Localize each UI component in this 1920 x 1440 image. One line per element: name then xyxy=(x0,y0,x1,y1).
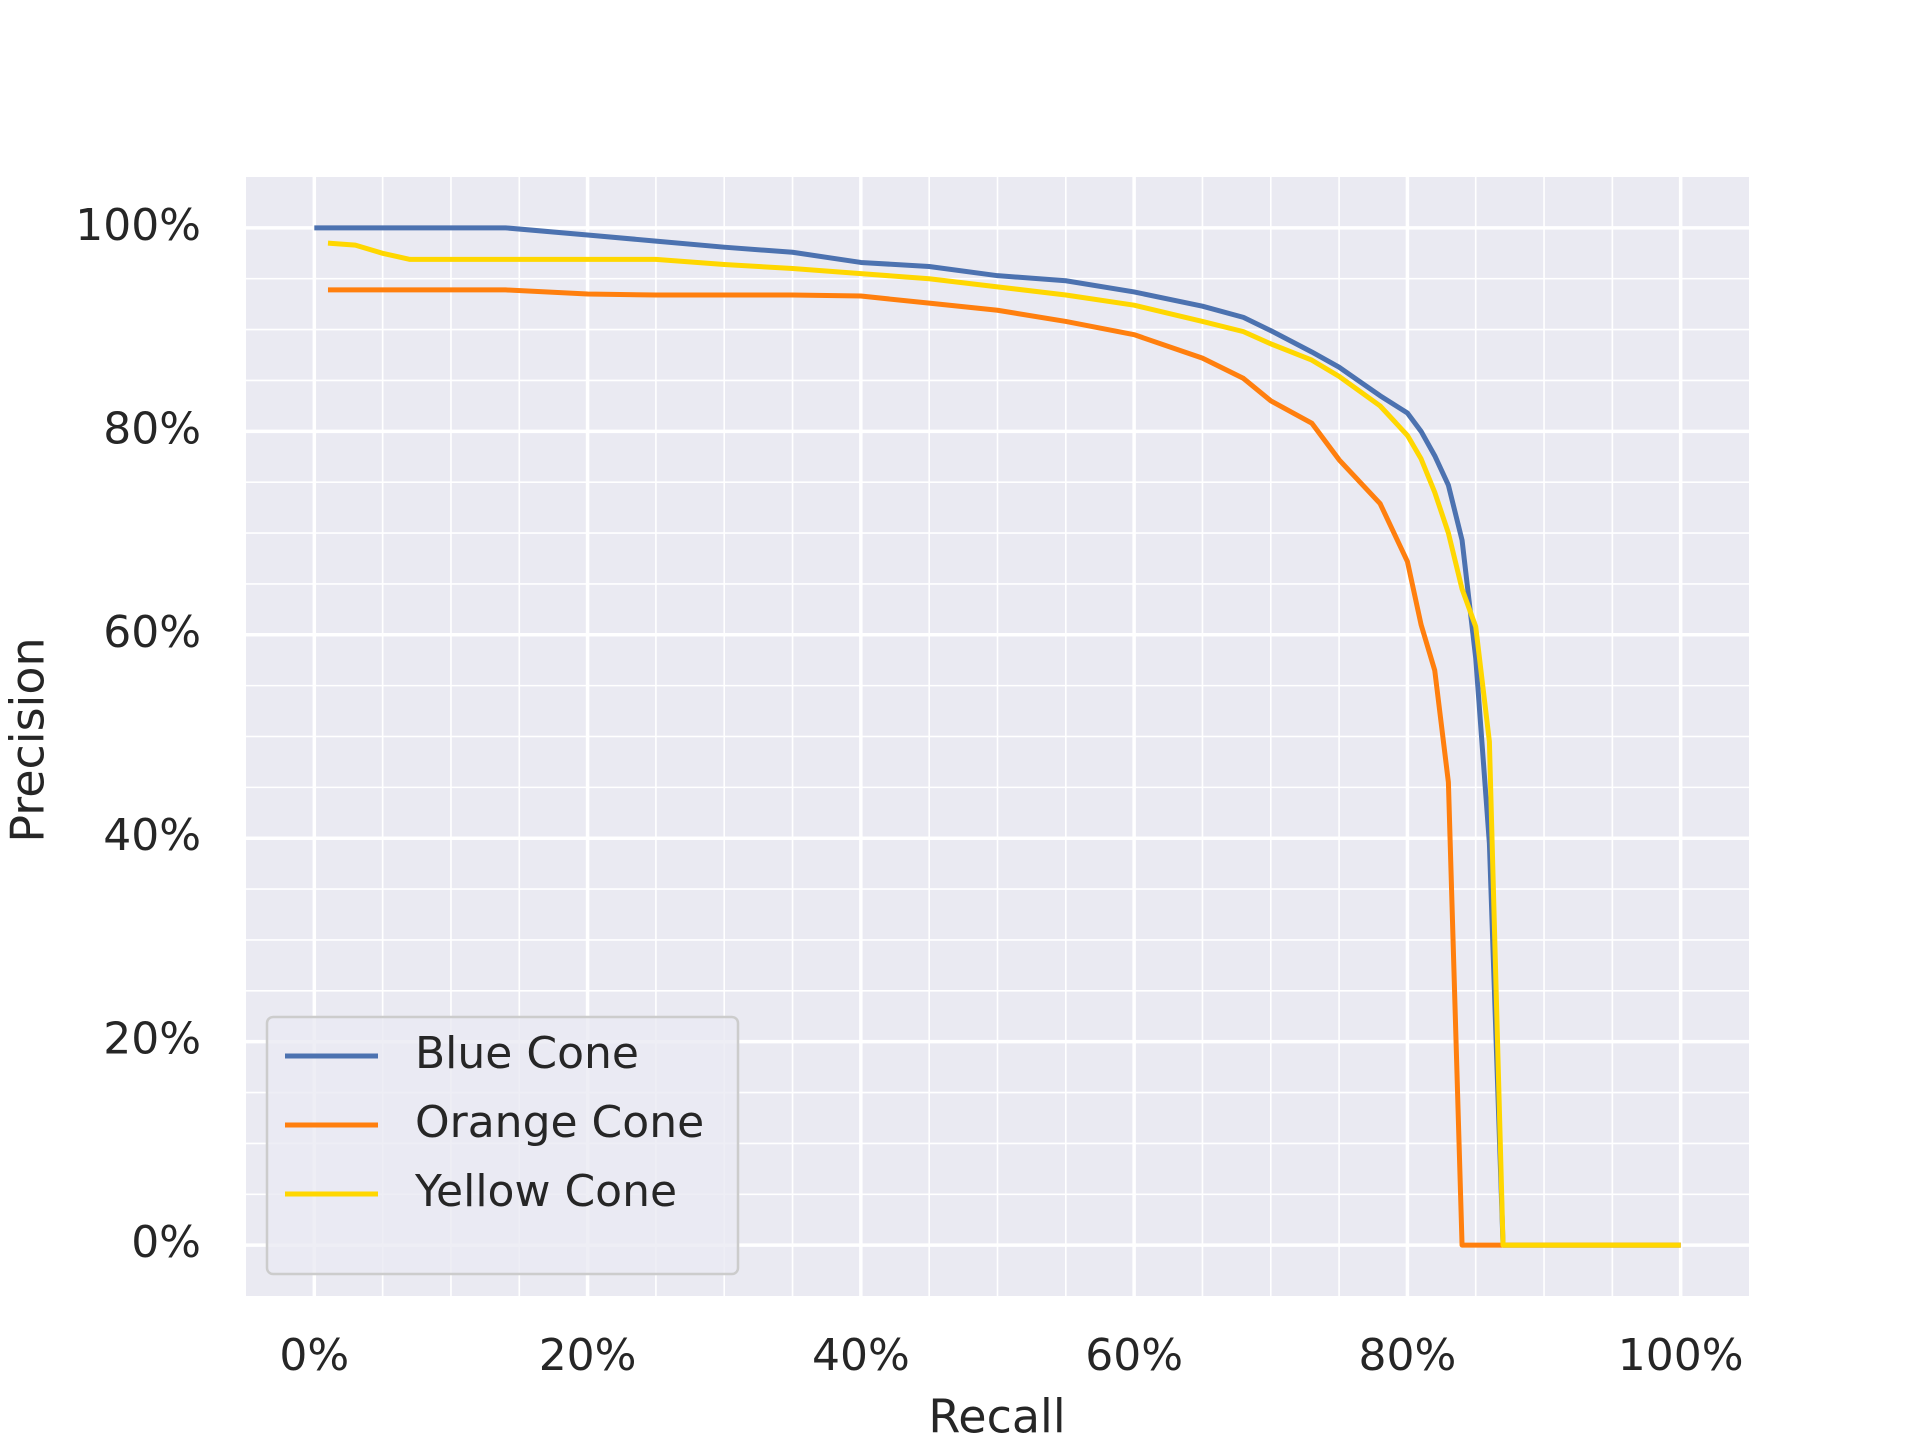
x-axis-label: Recall xyxy=(928,1390,1065,1440)
y-axis-label: Precision xyxy=(1,637,55,842)
x-tick-label: 40% xyxy=(812,1330,910,1381)
x-tick-label: 100% xyxy=(1618,1330,1744,1381)
series-line xyxy=(314,225,1681,1248)
legend-label: Orange Cone xyxy=(415,1097,704,1148)
x-tick-label: 20% xyxy=(539,1330,637,1381)
y-tick-label: 40% xyxy=(103,810,201,861)
y-tick-label: 20% xyxy=(103,1014,201,1065)
legend-box xyxy=(265,1015,740,1276)
legend-label: Blue Cone xyxy=(415,1028,639,1079)
legend-label: Yellow Cone xyxy=(414,1166,677,1217)
series-line xyxy=(327,240,1681,1248)
series-line xyxy=(327,287,1681,1248)
x-tick-label: 60% xyxy=(1085,1330,1183,1381)
legend: Blue Cone Orange Cone Yellow Cone xyxy=(265,1015,740,1276)
x-tick-label: 0% xyxy=(279,1330,349,1381)
y-tick-label: 60% xyxy=(103,607,201,658)
y-tick-label: 80% xyxy=(103,403,201,454)
x-tick-label: 80% xyxy=(1359,1330,1457,1381)
y-tick-label: 100% xyxy=(75,200,201,251)
y-tick-label: 0% xyxy=(131,1217,201,1268)
